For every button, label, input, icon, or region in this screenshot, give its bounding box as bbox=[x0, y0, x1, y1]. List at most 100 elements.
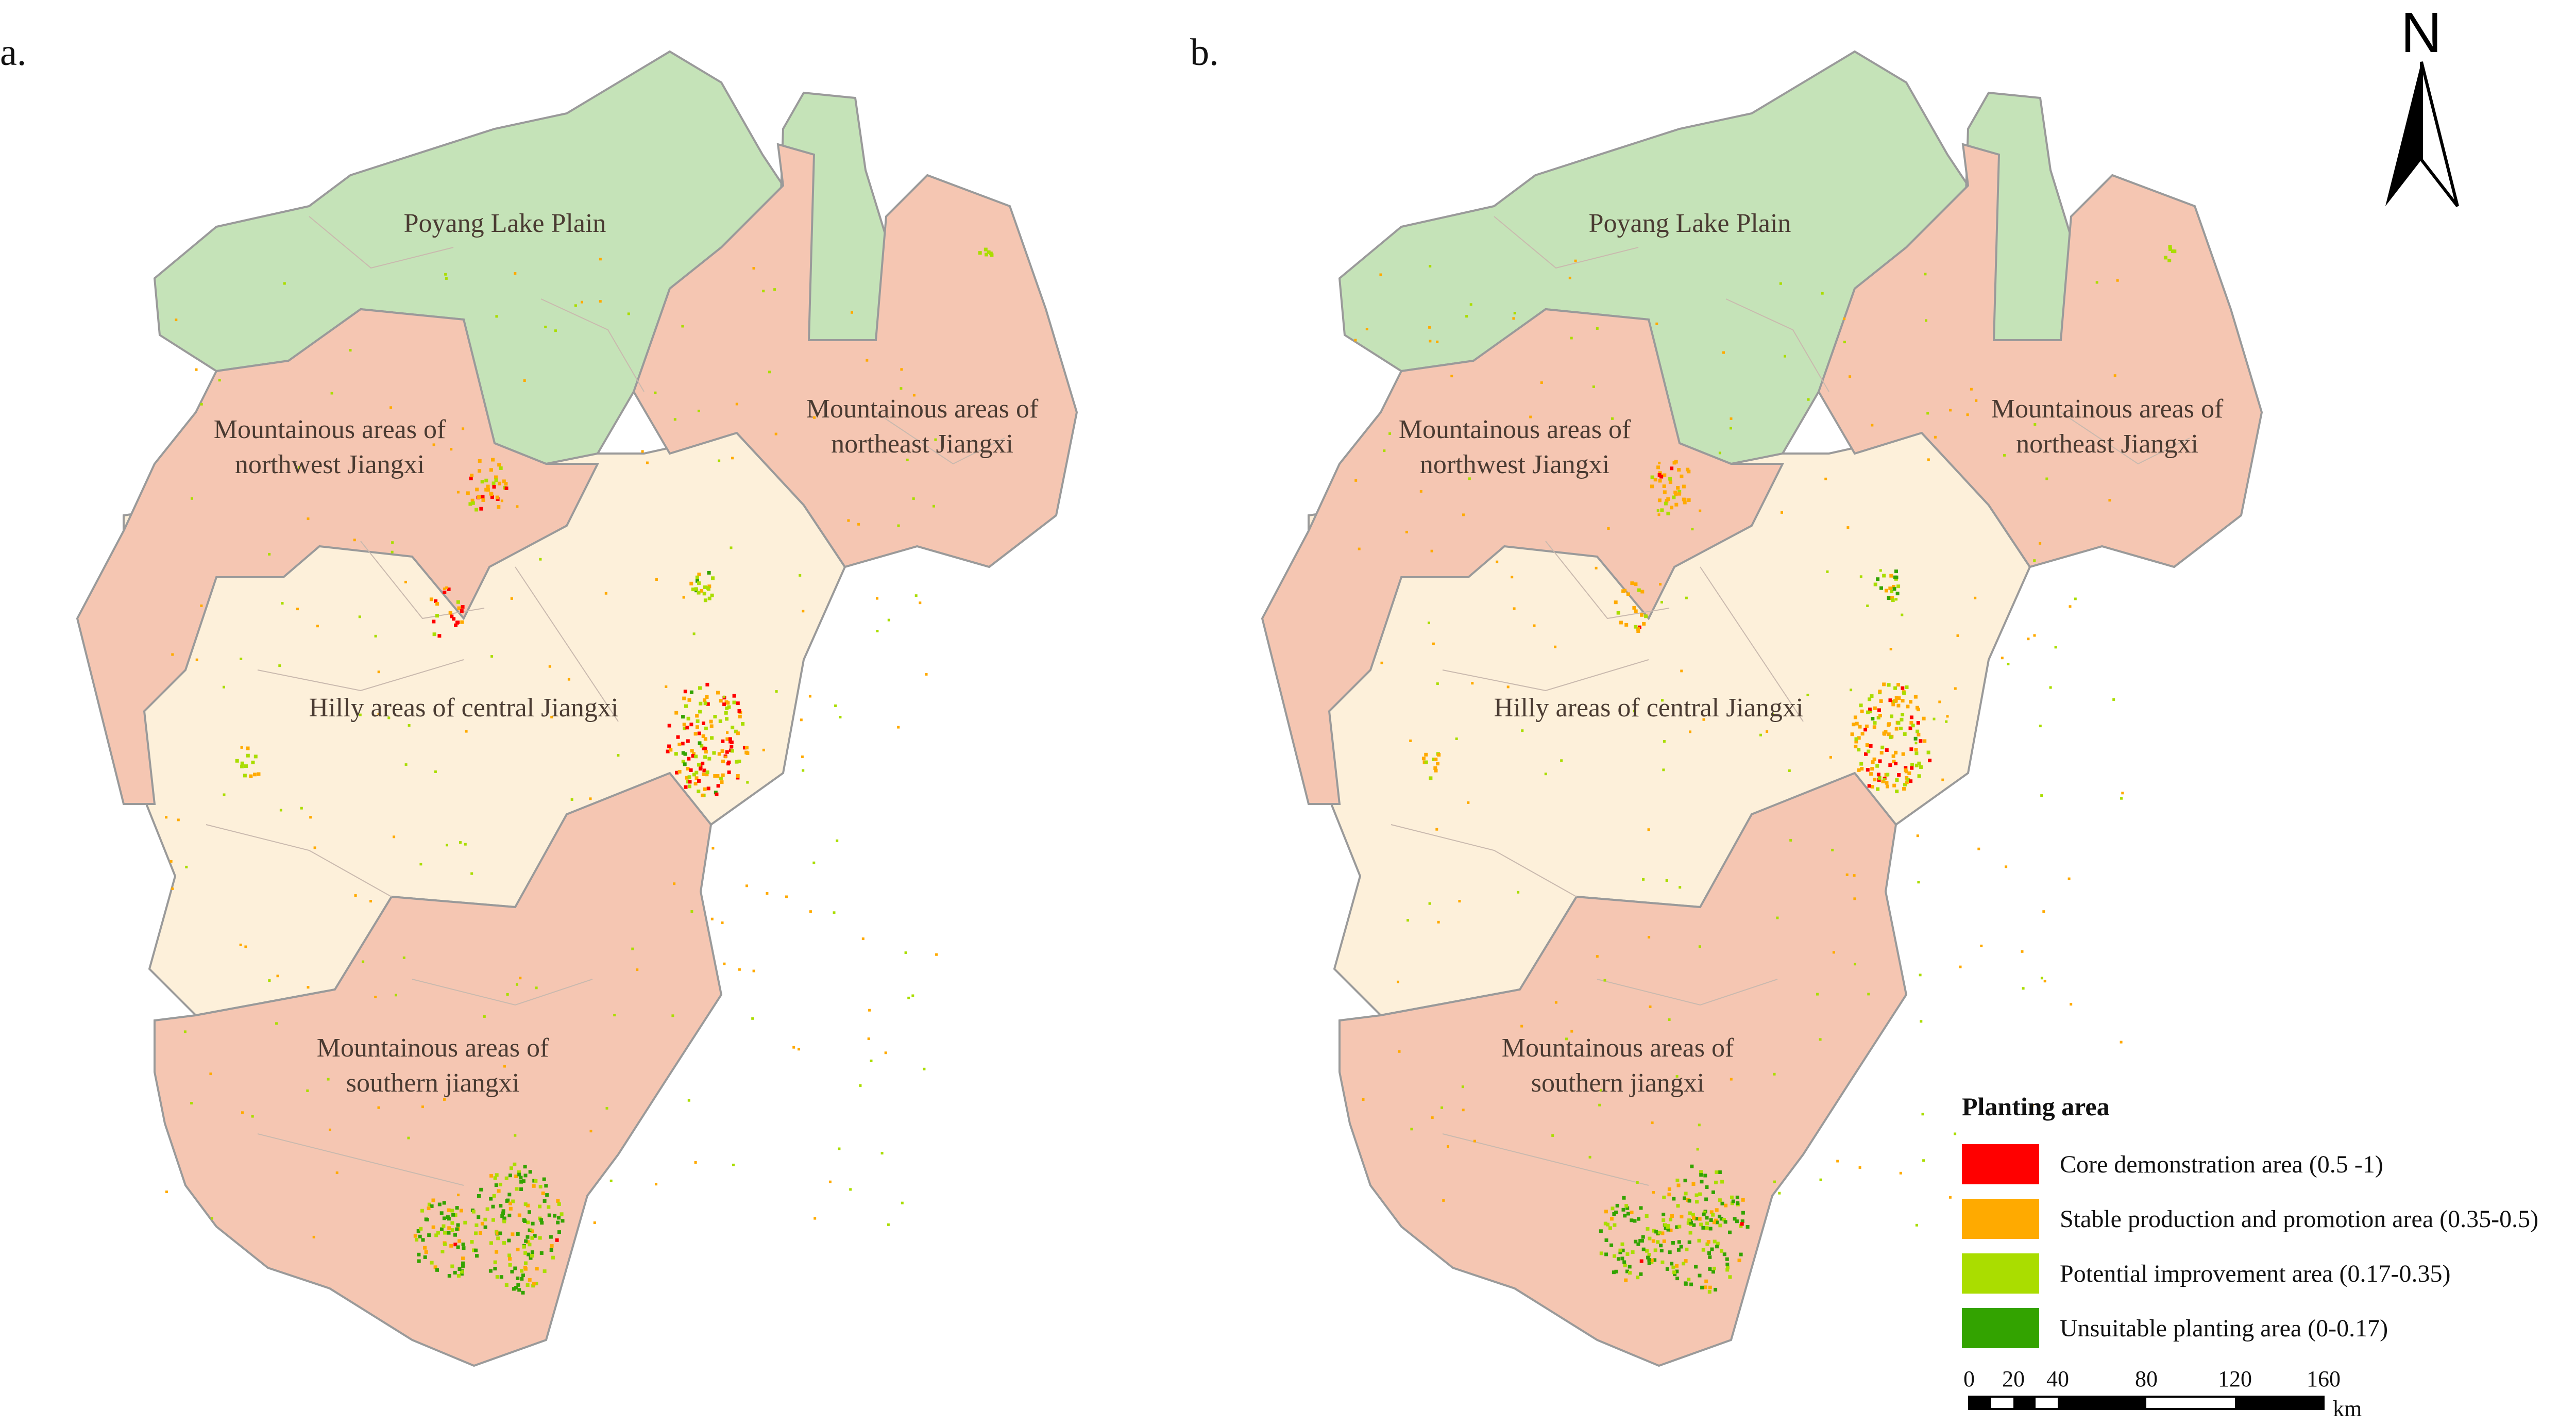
planting-patch bbox=[235, 759, 239, 763]
planting-patch bbox=[1718, 451, 1721, 455]
planting-patch bbox=[493, 1176, 497, 1180]
planting-patch bbox=[1836, 1160, 1839, 1163]
planting-patch bbox=[309, 816, 312, 819]
planting-patch bbox=[1784, 355, 1786, 358]
planting-patch bbox=[1429, 776, 1433, 780]
planting-patch bbox=[551, 1255, 555, 1260]
planting-patch bbox=[1611, 1206, 1615, 1211]
planting-patch bbox=[666, 749, 670, 753]
planting-patch bbox=[1686, 1221, 1690, 1225]
planting-patch bbox=[1917, 708, 1920, 712]
planting-patch bbox=[1715, 1170, 1719, 1175]
county-boundary bbox=[1442, 659, 1649, 692]
planting-patch bbox=[425, 1218, 429, 1221]
planting-patch bbox=[502, 479, 506, 483]
planting-patch bbox=[809, 910, 812, 913]
planting-patch bbox=[1728, 1230, 1732, 1234]
planting-patch bbox=[785, 895, 788, 898]
planting-patch bbox=[1673, 1272, 1677, 1277]
scale-tick-160: 160 bbox=[2307, 1366, 2341, 1392]
planting-patch bbox=[694, 755, 698, 759]
planting-patch bbox=[460, 609, 464, 613]
planting-patch bbox=[1927, 458, 1930, 461]
planting-patch bbox=[443, 1098, 446, 1101]
planting-patch bbox=[1917, 732, 1921, 736]
planting-patch bbox=[1733, 1217, 1737, 1221]
planting-patch bbox=[1854, 745, 1858, 748]
planting-patch bbox=[548, 665, 551, 668]
planting-patch bbox=[617, 754, 620, 757]
planting-patch bbox=[1615, 1203, 1619, 1208]
planting-patch bbox=[1671, 1265, 1675, 1269]
planting-patch bbox=[514, 1134, 517, 1137]
planting-patch bbox=[530, 1236, 534, 1240]
legend-item-potential: Potential improvement area (0.17-0.35) bbox=[1962, 1246, 2576, 1301]
planting-patch bbox=[1642, 622, 1646, 626]
planting-patch bbox=[1917, 881, 1920, 884]
planting-patch bbox=[766, 892, 769, 895]
planting-patch bbox=[510, 1269, 514, 1273]
planting-patch bbox=[1679, 886, 1682, 889]
planting-patch bbox=[681, 325, 684, 328]
planting-patch bbox=[1917, 774, 1921, 778]
planting-patch bbox=[605, 1107, 608, 1110]
planting-patch bbox=[1885, 781, 1889, 785]
planting-patch bbox=[2039, 725, 2042, 728]
planting-patch bbox=[454, 623, 457, 627]
label-northeast-1: Mountainous areas of bbox=[1991, 394, 2224, 424]
planting-patch bbox=[1878, 690, 1882, 694]
planting-patch bbox=[177, 818, 180, 822]
planting-patch bbox=[1886, 773, 1890, 777]
planting-patch bbox=[1722, 1252, 1726, 1256]
planting-patch bbox=[1613, 1223, 1617, 1227]
planting-patch bbox=[727, 760, 731, 764]
planting-patch bbox=[544, 1184, 548, 1188]
planting-patch bbox=[1903, 732, 1907, 736]
planting-patch bbox=[549, 1248, 553, 1252]
planting-patch bbox=[1675, 1277, 1680, 1281]
planting-patch bbox=[432, 632, 436, 636]
planting-patch bbox=[1725, 1262, 1730, 1266]
planting-patch bbox=[1881, 779, 1885, 783]
planting-patch bbox=[402, 956, 405, 959]
planting-patch bbox=[1704, 1197, 1708, 1201]
planting-patch bbox=[495, 1250, 499, 1254]
planting-patch bbox=[718, 459, 721, 462]
planting-patch bbox=[175, 318, 178, 322]
planting-patch bbox=[474, 1231, 478, 1235]
planting-patch bbox=[544, 325, 547, 328]
planting-patch bbox=[1722, 1218, 1726, 1222]
planting-patch bbox=[705, 773, 709, 777]
planting-patch bbox=[1889, 735, 1893, 740]
planting-patch bbox=[801, 755, 804, 758]
planting-patch bbox=[1647, 1261, 1651, 1265]
planting-patch bbox=[1698, 945, 1701, 948]
planting-patch bbox=[1625, 1252, 1630, 1256]
planting-patch bbox=[1713, 1239, 1717, 1244]
planting-patch bbox=[1914, 763, 1919, 767]
planting-patch bbox=[530, 1250, 534, 1254]
planting-patch bbox=[500, 499, 503, 502]
planting-patch bbox=[1462, 513, 1465, 516]
planting-patch bbox=[498, 1231, 502, 1235]
planting-patch bbox=[711, 576, 715, 580]
planting-patch bbox=[1707, 1290, 1711, 1294]
planting-patch bbox=[1718, 1223, 1722, 1228]
planting-patch bbox=[1890, 596, 1894, 600]
planting-patch bbox=[1702, 718, 1705, 721]
planting-patch bbox=[1611, 417, 1614, 420]
planting-patch bbox=[509, 1166, 513, 1170]
planting-patch bbox=[553, 1214, 557, 1218]
planting-patch bbox=[1655, 322, 1658, 325]
planting-patch bbox=[1888, 586, 1892, 591]
planting-patch bbox=[1730, 427, 1732, 430]
planting-patch bbox=[1640, 590, 1645, 594]
planting-patch bbox=[316, 625, 319, 628]
planting-patch bbox=[1623, 1263, 1627, 1267]
planting-patch bbox=[690, 749, 694, 753]
planting-patch bbox=[1652, 1229, 1656, 1233]
planting-patch bbox=[474, 508, 479, 512]
county-boundary bbox=[1700, 566, 1804, 722]
planting-patch bbox=[1675, 1264, 1679, 1268]
planting-patch bbox=[699, 765, 703, 769]
